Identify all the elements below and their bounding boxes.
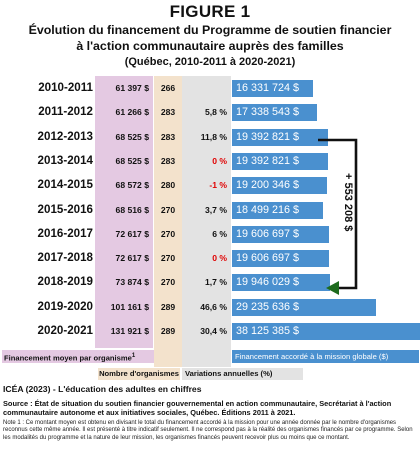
bracket-line bbox=[318, 138, 358, 290]
year-label: 2019-2020 bbox=[37, 299, 93, 313]
chart-subtitle: (Québec, 2010-2011 à 2020-2021) bbox=[124, 56, 296, 68]
variation-value: 6 % bbox=[212, 228, 227, 239]
variation-value: 11,8 % bbox=[200, 131, 227, 142]
variation-value: 1,7 % bbox=[205, 277, 227, 288]
variation-column-background bbox=[182, 76, 231, 367]
avg-column-background bbox=[95, 76, 153, 348]
funding-bar bbox=[232, 104, 317, 122]
year-label: 2011-2012 bbox=[38, 105, 93, 119]
year-label: 2014-2015 bbox=[37, 178, 93, 192]
variation-value: -1 % bbox=[209, 180, 227, 191]
funding-bar bbox=[232, 80, 313, 97]
legend-global-funding: Financement accordé à la mission globale… bbox=[232, 350, 419, 363]
funding-bar-label: 19 392 821 $ bbox=[236, 154, 300, 167]
avg-per-org-value: 68 516 $ bbox=[115, 204, 149, 215]
funding-bar-label: 19 606 697 $ bbox=[236, 227, 300, 240]
legend-annual-variation: Variations annuelles (%) bbox=[182, 368, 303, 380]
funding-bar-label: 17 338 543 $ bbox=[236, 106, 300, 119]
year-label: 2016-2017 bbox=[37, 226, 93, 240]
org-count-value: 270 bbox=[160, 204, 176, 215]
avg-per-org-value: 72 617 $ bbox=[115, 253, 149, 264]
variation-value: 46,6 % bbox=[200, 301, 227, 312]
legend-avg-label: Financement moyen par organisme bbox=[4, 353, 132, 363]
org-count-value: 289 bbox=[160, 326, 176, 336]
variation-value: 3,7 % bbox=[205, 204, 227, 215]
avg-per-org-value: 61 397 $ bbox=[115, 83, 149, 93]
avg-per-org-value: 68 572 $ bbox=[115, 180, 149, 191]
funding-bar bbox=[232, 323, 420, 340]
funding-bar-label: 19 392 821 $ bbox=[236, 130, 300, 143]
funding-bar bbox=[232, 128, 328, 146]
bracket-arrowhead bbox=[326, 281, 339, 295]
funding-bar bbox=[232, 274, 330, 292]
funding-bar-label: 38 125 385 $ bbox=[236, 325, 300, 337]
avg-per-org-value: 68 525 $ bbox=[115, 131, 149, 142]
variation-annotation: + 553 208 $ bbox=[342, 173, 354, 232]
org-count-value: 266 bbox=[160, 83, 176, 93]
funding-bar bbox=[232, 298, 376, 316]
variation-value: 0 % bbox=[212, 155, 227, 166]
variation-value: 5,8 % bbox=[205, 107, 227, 118]
avg-per-org-value: 61 266 $ bbox=[115, 107, 149, 118]
funding-bar bbox=[232, 250, 329, 268]
avg-per-org-value: 72 617 $ bbox=[115, 228, 149, 239]
source-title: ICÉA (2023) - L'éducation des adultes en… bbox=[3, 384, 202, 394]
org-count-value: 270 bbox=[160, 228, 176, 239]
org-count-value: 280 bbox=[160, 180, 176, 191]
chart-title-line-2: à l'action communautaire auprès des fami… bbox=[76, 39, 344, 53]
org-count-value: 283 bbox=[160, 155, 176, 166]
year-label: 2012-2013 bbox=[37, 129, 93, 143]
avg-per-org-value: 73 874 $ bbox=[115, 277, 149, 288]
year-label: 2010-2011 bbox=[38, 81, 93, 94]
funding-bar-label: 19 946 029 $ bbox=[236, 276, 300, 289]
org-count-value: 270 bbox=[160, 277, 176, 288]
funding-bar-label: 19 200 346 $ bbox=[236, 179, 300, 192]
funding-bar-label: 16 331 724 $ bbox=[236, 82, 300, 94]
year-label: 2018-2019 bbox=[37, 275, 93, 289]
org-count-value: 283 bbox=[160, 107, 176, 118]
funding-bar-label: 19 606 697 $ bbox=[236, 252, 300, 265]
org-count-value: 289 bbox=[160, 301, 176, 312]
org-column-background bbox=[154, 76, 182, 367]
footnote: Note 1 : Ce montant moyen est obtenu en … bbox=[3, 420, 413, 441]
year-label: 2020-2021 bbox=[37, 324, 93, 337]
funding-bar bbox=[232, 177, 327, 195]
legend-org-count: Nombre d'organismes bbox=[98, 368, 180, 380]
funding-bar bbox=[232, 225, 329, 243]
avg-per-org-value: 131 921 $ bbox=[110, 326, 149, 336]
source-text: Source : État de situation du soutien fi… bbox=[3, 399, 392, 417]
year-label: 2013-2014 bbox=[37, 153, 93, 167]
chart-title-line-1: Évolution du financement du Programme de… bbox=[28, 23, 392, 37]
avg-per-org-value: 101 161 $ bbox=[110, 301, 149, 312]
org-count-value: 283 bbox=[160, 131, 176, 142]
figure-label: FIGURE 1 bbox=[169, 2, 251, 21]
avg-per-org-value: 68 525 $ bbox=[115, 155, 149, 166]
funding-bar-label: 18 499 216 $ bbox=[236, 203, 300, 216]
funding-bar bbox=[232, 201, 323, 219]
org-count-value: 270 bbox=[160, 253, 176, 264]
year-label: 2015-2016 bbox=[37, 202, 93, 216]
funding-bar bbox=[232, 152, 328, 170]
funding-bar-label: 29 235 636 $ bbox=[236, 300, 300, 313]
legend-avg-per-org: Financement moyen par organisme1 bbox=[2, 350, 154, 363]
variation-value: 30,4 % bbox=[200, 326, 227, 336]
legend-avg-footnote-marker: 1 bbox=[131, 353, 136, 359]
variation-value: 0 % bbox=[212, 253, 227, 264]
year-label: 2017-2018 bbox=[37, 251, 93, 265]
